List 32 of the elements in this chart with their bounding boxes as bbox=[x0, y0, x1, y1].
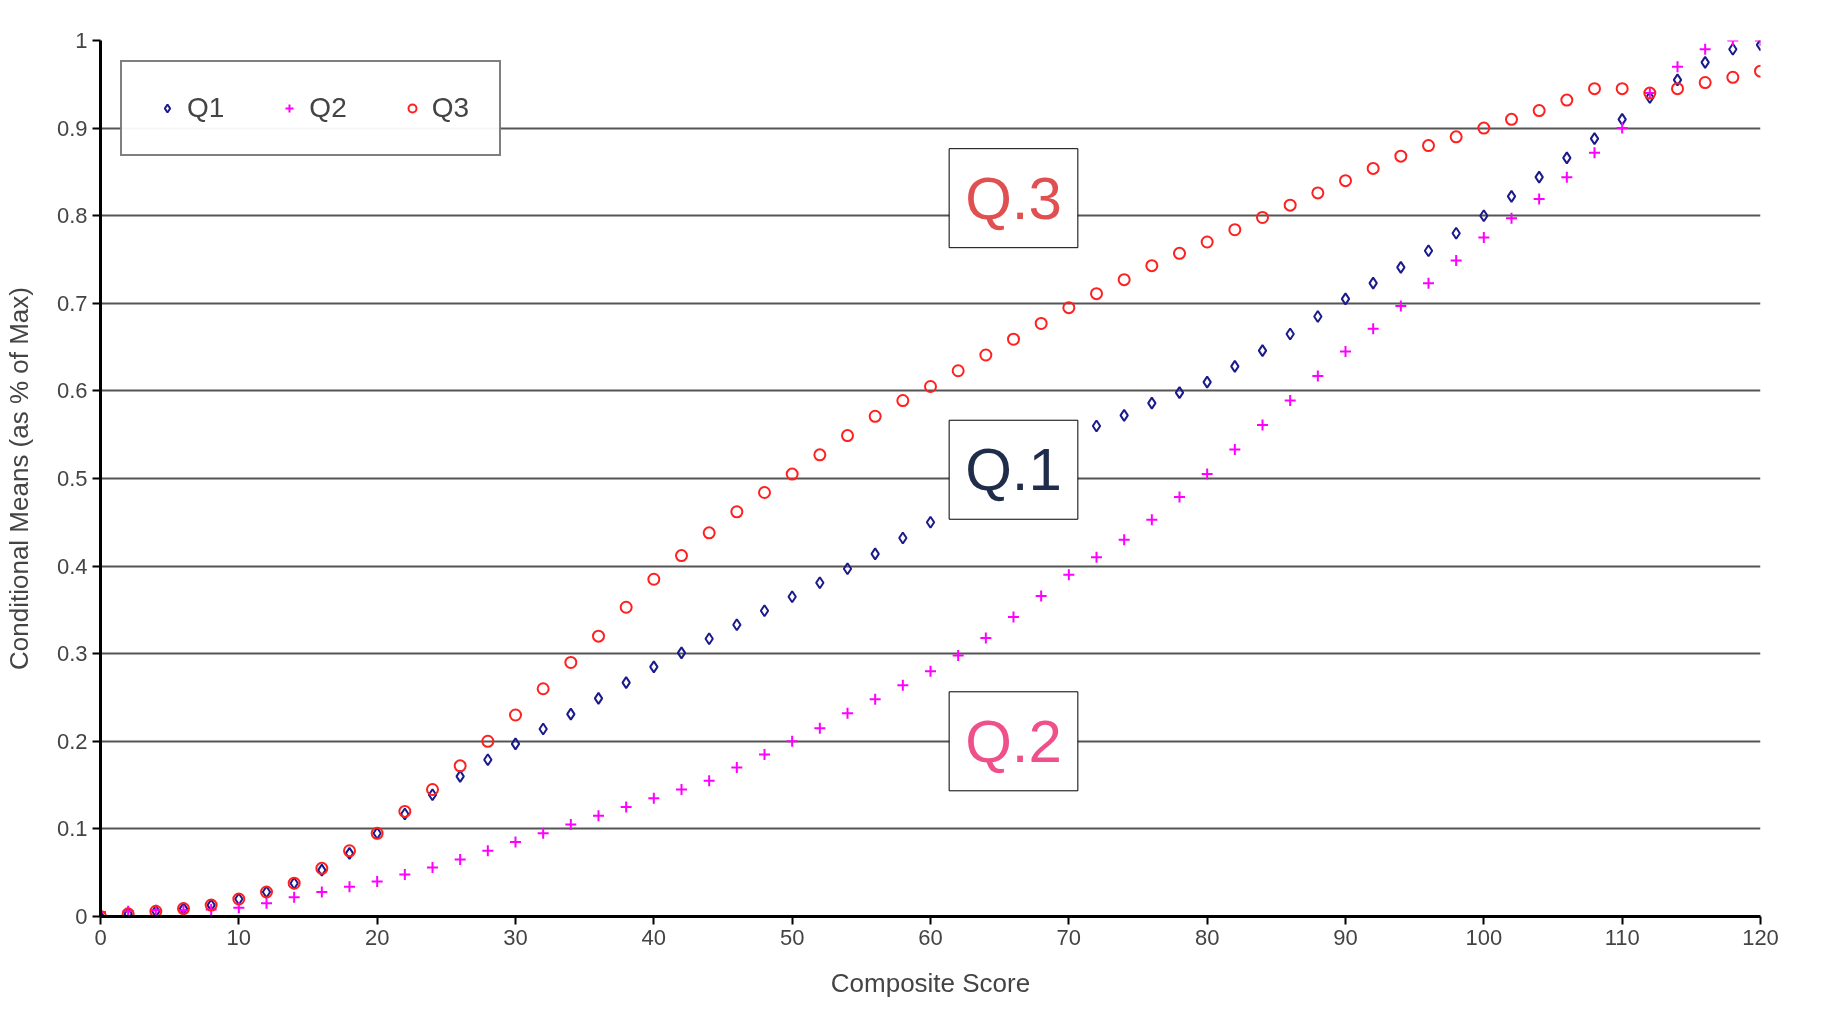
x-tick-label: 40 bbox=[641, 924, 667, 950]
x-tick-label: 10 bbox=[226, 924, 252, 950]
x-tick-label: 50 bbox=[779, 924, 805, 950]
annotation: Q.3 bbox=[965, 164, 1062, 232]
legend-label: Q2 bbox=[309, 92, 347, 124]
x-tick-label: 0 bbox=[94, 924, 107, 950]
x-tick-label: 120 bbox=[1742, 924, 1779, 950]
y-tick-label: 0.3 bbox=[56, 641, 88, 667]
x-tick-label: 110 bbox=[1604, 924, 1640, 950]
x-tick-label: 70 bbox=[1056, 924, 1082, 950]
y-tick-label: 0.8 bbox=[56, 203, 88, 229]
y-tick-label: 1 bbox=[75, 28, 88, 53]
annotation: Q.1 bbox=[965, 436, 1062, 504]
x-tick-label: 20 bbox=[364, 924, 390, 950]
legend-label: Q1 bbox=[187, 92, 225, 124]
x-tick-label: 60 bbox=[918, 924, 943, 950]
y-tick-label: 0.6 bbox=[56, 378, 88, 404]
x-tick-label: 100 bbox=[1465, 924, 1503, 950]
annotation: Q.2 bbox=[965, 707, 1062, 775]
x-tick-label: 30 bbox=[503, 924, 528, 950]
x-tick-label: 90 bbox=[1333, 924, 1358, 950]
x-axis-title: Composite Score bbox=[830, 967, 1031, 998]
y-axis-title: Conditional Means (as % of Max) bbox=[3, 287, 34, 670]
legend-label: Q3 bbox=[431, 92, 470, 124]
y-tick-label: 0.5 bbox=[56, 466, 88, 491]
y-tick-label: 0 bbox=[75, 904, 88, 929]
x-tick-label: 80 bbox=[1194, 924, 1220, 950]
y-tick-label: 0.9 bbox=[56, 115, 88, 141]
y-tick-label: 0.4 bbox=[56, 553, 88, 579]
y-tick-label: 0.2 bbox=[56, 728, 88, 754]
y-tick-label: 0.1 bbox=[56, 816, 88, 842]
y-tick-label: 0.7 bbox=[56, 290, 88, 316]
